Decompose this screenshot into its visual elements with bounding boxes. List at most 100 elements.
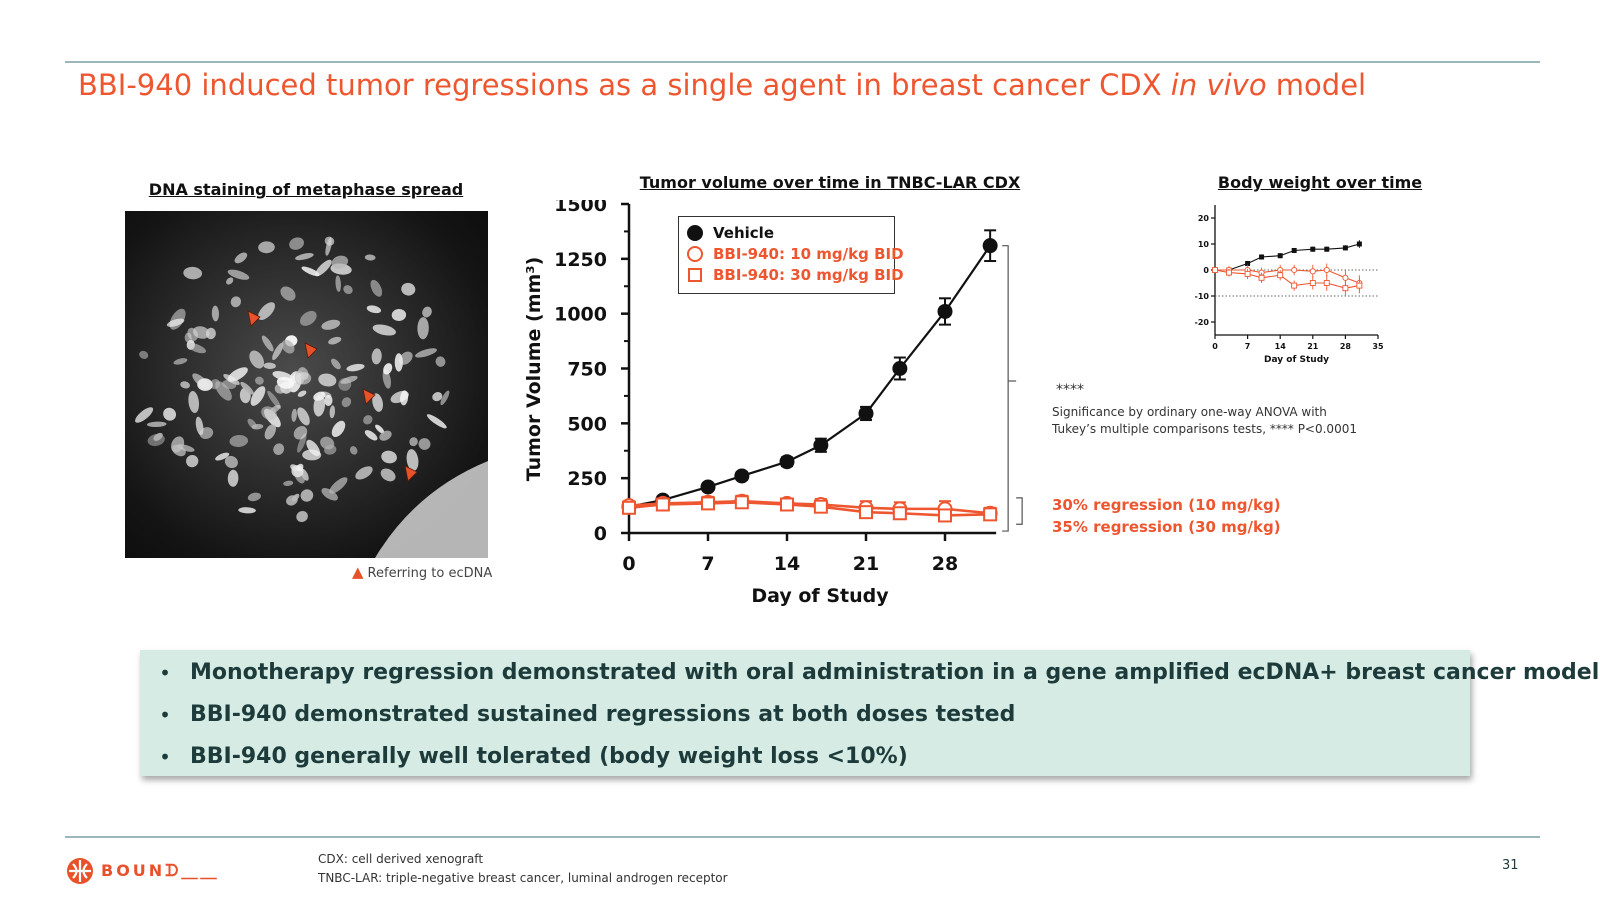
bw-data-point-bbi-940-30-mg-kg-bid [1226, 269, 1232, 276]
chromosome-blob [291, 408, 297, 422]
chromosome-blob [273, 443, 285, 456]
chromosome-blob [249, 350, 265, 369]
open-circle-icon [687, 246, 703, 262]
bw-x-tick-label: 35 [1372, 342, 1384, 351]
data-point-bbi-940-30-mg-kg-bid [892, 506, 907, 521]
regression-10mg-label: 30% regression (10 mg/kg) [1052, 496, 1281, 514]
chromosome-blob [289, 237, 305, 250]
chromosome-blob [301, 266, 320, 277]
chromosome-blob [250, 386, 266, 406]
bw-x-axis-label: Day of Study [1264, 355, 1329, 365]
filled-circle-icon [687, 225, 703, 241]
chromosome-blob [313, 394, 326, 417]
slide-title: BBI-940 induced tumor regressions as a s… [78, 68, 1367, 102]
chromosome-blob [215, 381, 232, 401]
chromosome-blob [315, 259, 332, 277]
chromosome-blob [297, 407, 310, 426]
chromosome-blob [331, 255, 349, 269]
chromosome-blob [364, 430, 378, 441]
micrograph-title: DNA staining of metaphase spread [148, 180, 464, 199]
bw-data-point-bbi-940-30-mg-kg-bid [1342, 285, 1349, 292]
data-point-bbi-940-30-mg-kg-bid [813, 499, 828, 514]
chromosome-blob [227, 469, 239, 487]
bw-y-tick-label: -20 [1195, 318, 1209, 327]
chromosome-blob [349, 446, 358, 455]
chromosome-blob [283, 480, 294, 486]
chromosome-blob [432, 392, 443, 402]
open-square-icon [688, 268, 702, 282]
chromosome-blob [163, 407, 177, 421]
chromosome-blob [258, 241, 275, 254]
bw-x-tick-label: 28 [1340, 342, 1352, 351]
bw-data-point-bbi-940-10-mg-kg-bid [1342, 274, 1349, 281]
company-logo: BOUNᗪ⸏⸏ [65, 856, 219, 886]
chromosome-blob [147, 433, 165, 447]
bw-data-point-bbi-940-30-mg-kg-bid [1309, 280, 1316, 286]
ecdna-legend: ▲ Referring to ecDNA [352, 563, 492, 581]
chromosome-blob [375, 424, 385, 434]
chromosome-blob [406, 449, 419, 471]
data-point-vehicle [937, 303, 953, 319]
bullet-icon: • [159, 744, 171, 769]
chromosome-blob [267, 390, 281, 409]
bw-data-point-vehicle [1291, 248, 1297, 253]
chromosome-blob [240, 381, 254, 395]
chromosome-blob [188, 390, 200, 414]
chromosome-blob [329, 477, 348, 494]
y-tick-label: 500 [567, 413, 607, 435]
y-tick-label: 750 [567, 359, 607, 381]
chromosome-blob [372, 393, 383, 412]
x-tick-label: 7 [701, 553, 714, 575]
bw-data-point-bbi-940-10-mg-kg-bid [1291, 266, 1298, 274]
bw-y-tick-label: -10 [1195, 292, 1209, 301]
chromosome-blob [299, 310, 317, 326]
data-point-vehicle [813, 437, 829, 453]
chromosome-blob [363, 415, 373, 425]
chromosome-blob [383, 363, 393, 375]
neighbor-cell-shape [375, 461, 488, 558]
chromosome-blob [234, 252, 248, 264]
bw-y-tick-label: 10 [1198, 240, 1210, 249]
chromosome-blob [328, 336, 342, 345]
chromosome-blob [440, 390, 450, 406]
chromosome-blob [335, 275, 341, 292]
chromosome-blob [276, 376, 294, 389]
chromosome-blob [293, 426, 308, 440]
chromosome-blob [146, 421, 167, 428]
bullet-icon: • [159, 702, 171, 727]
data-point-bbi-940-30-mg-kg-bid [859, 505, 873, 520]
data-point-bbi-940-30-mg-kg-bid [938, 508, 952, 523]
chromosome-blob [371, 348, 382, 365]
chromosome-blob [306, 439, 321, 457]
y-tick-label: 0 [594, 523, 607, 545]
chromosome-blob [415, 348, 437, 358]
chromosome-blob [230, 296, 242, 308]
chromosome-blob [211, 305, 220, 322]
bw-data-point-bbi-940-30-mg-kg-bid [1244, 270, 1251, 277]
legend-item-30mg: BBI-940: 30 mg/kg BID [687, 265, 904, 285]
footnote-cdx: CDX: cell derived xenograft [318, 852, 484, 866]
bw-data-point-vehicle [1356, 241, 1362, 247]
chromosome-blob [215, 452, 230, 461]
bw-data-point-vehicle [1277, 253, 1283, 259]
tumor-chart-legend: Vehicle BBI-940: 10 mg/kg BID BBI-940: 3… [678, 216, 904, 294]
chromosome-blob [264, 424, 277, 440]
bw-data-point-vehicle [1245, 261, 1251, 266]
y-tick-label: 1500 [554, 200, 607, 216]
bw-y-tick-label: 0 [1203, 266, 1209, 275]
chromosome-blob [291, 493, 300, 502]
chromosome-blob [229, 434, 249, 448]
chromosome-blob [318, 373, 337, 387]
chromosome-blob [329, 405, 336, 419]
bw-series-line-vehicle [1215, 243, 1360, 271]
x-tick-label: 14 [774, 553, 800, 575]
data-point-bbi-940-30-mg-kg-bid [780, 497, 794, 512]
chromosome-blob [184, 332, 192, 343]
chromosome-blob [343, 285, 353, 295]
bw-data-point-bbi-940-30-mg-kg-bid [1356, 282, 1363, 289]
bw-data-point-bbi-940-30-mg-kg-bid [1277, 272, 1284, 279]
chromosome-blob [324, 395, 333, 406]
chromosome-blob [426, 414, 447, 429]
regression-bracket [1016, 497, 1023, 525]
